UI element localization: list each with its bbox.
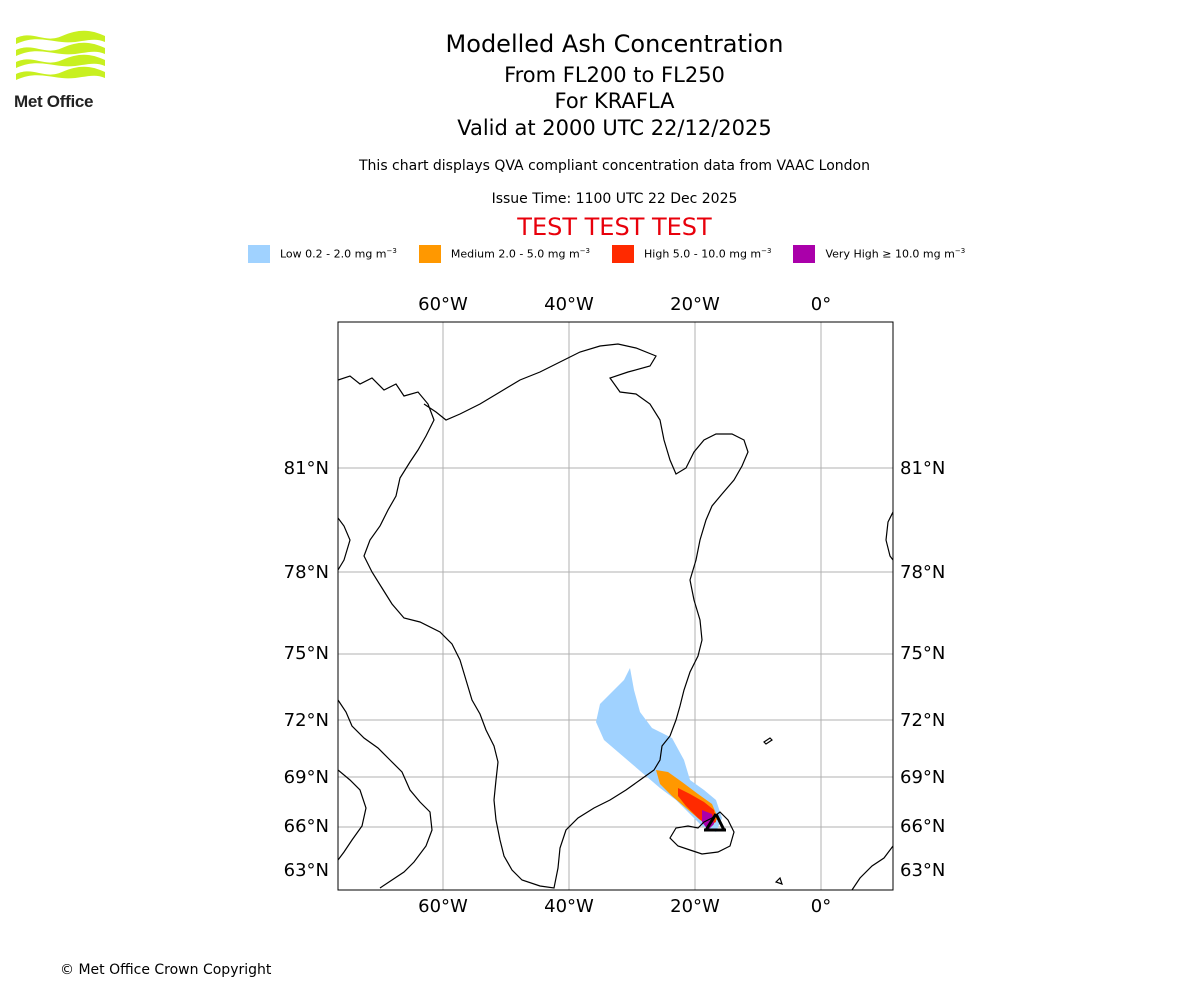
test-banner: TEST TEST TEST	[517, 213, 712, 241]
issue-time: Issue Time: 1100 UTC 22 Dec 2025	[491, 191, 738, 207]
lat-label-right-72n: 72°N	[900, 710, 945, 731]
lat-label-right-66n: 66°N	[900, 816, 945, 837]
chart-title: Modelled Ash Concentration	[445, 30, 784, 58]
legend-swatch-very-high	[793, 245, 816, 263]
lon-label-bottom-60w: 60°W	[418, 896, 468, 917]
lat-label-left-66n: 66°N	[284, 816, 329, 837]
gridlines	[338, 322, 893, 890]
flight-level-range: From FL200 to FL250	[504, 63, 725, 87]
lat-label-right-63n: 63°N	[900, 860, 945, 881]
lon-label-top-20w: 20°W	[670, 294, 720, 315]
met-office-logo	[14, 30, 106, 112]
valid-time: Valid at 2000 UTC 22/12/2025	[457, 116, 772, 140]
lat-label-right-81n: 81°N	[900, 458, 945, 479]
map-frame	[337, 321, 894, 891]
lat-label-left-69n: 69°N	[284, 767, 329, 788]
legend-item-medium: Medium 2.0 - 5.0 mg m−3	[418, 245, 590, 263]
legend-swatch-medium	[418, 245, 441, 263]
legend-item-very-high: Very High ≥ 10.0 mg m−3	[793, 245, 965, 263]
volcano-name: For KRAFLA	[554, 89, 675, 113]
lon-label-bottom-0: 0°	[811, 896, 831, 917]
lat-label-left-81n: 81°N	[284, 458, 329, 479]
lon-label-bottom-40w: 40°W	[544, 896, 594, 917]
lat-label-left-78n: 78°N	[284, 562, 329, 583]
lat-label-right-78n: 78°N	[900, 562, 945, 583]
lon-label-top-0: 0°	[811, 294, 831, 315]
lon-label-bottom-20w: 20°W	[670, 896, 720, 917]
legend-swatch-high	[612, 245, 635, 263]
legend-swatch-low	[248, 245, 270, 263]
lat-label-left-75n: 75°N	[284, 643, 329, 664]
coastlines	[338, 343, 893, 890]
lat-label-right-75n: 75°N	[900, 643, 945, 664]
lat-label-left-63n: 63°N	[284, 860, 329, 881]
volcano-marker	[704, 813, 726, 832]
copyright-footer: © Met Office Crown Copyright	[60, 962, 272, 978]
legend-item-high: High 5.0 - 10.0 mg m−3	[612, 245, 771, 263]
lat-label-right-69n: 69°N	[900, 767, 945, 788]
legend-item-low: Low 0.2 - 2.0 mg m−3	[248, 245, 397, 263]
lat-label-left-72n: 72°N	[284, 710, 329, 731]
met-office-logo-text: Met Office	[14, 92, 94, 111]
concentration-legend: Low 0.2 - 2.0 mg m−3 Medium 2.0 - 5.0 mg…	[248, 244, 987, 264]
lon-label-top-40w: 40°W	[544, 294, 594, 315]
lon-label-top-60w: 60°W	[418, 294, 468, 315]
chart-description: This chart displays QVA compliant concen…	[359, 158, 870, 174]
